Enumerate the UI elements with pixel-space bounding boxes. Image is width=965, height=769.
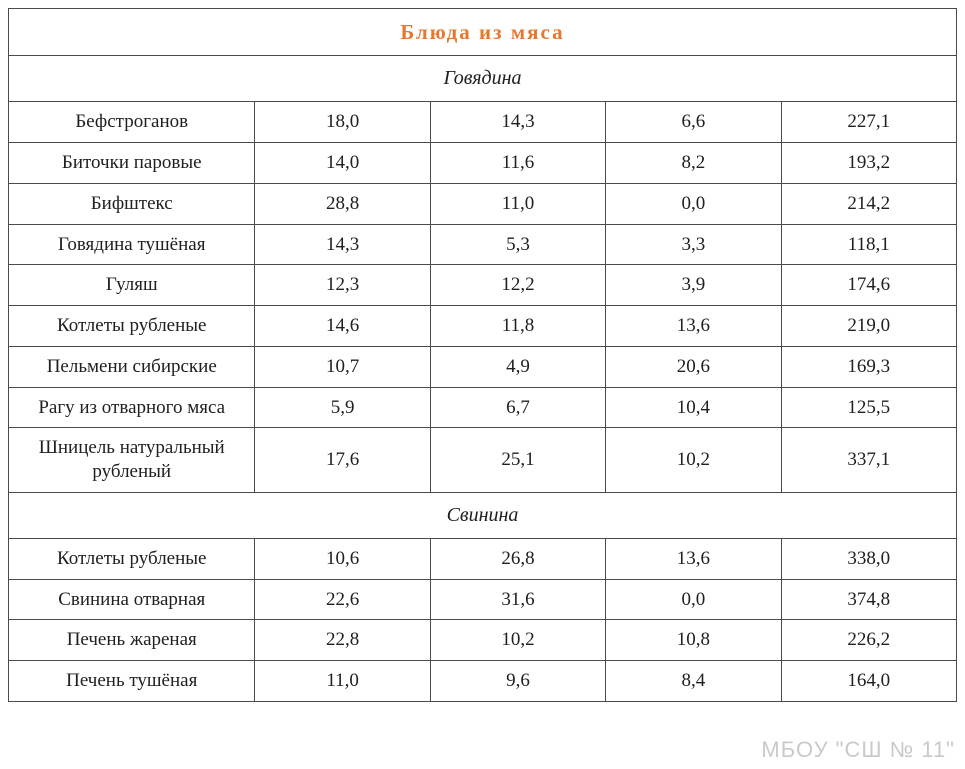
value-cell: 13,6 [606,306,781,347]
table-row: Печень жареная22,810,210,8226,2 [9,620,957,661]
value-cell: 0,0 [606,183,781,224]
table-row: Биточки паровые14,011,68,2193,2 [9,143,957,184]
value-cell: 12,3 [255,265,430,306]
table-row: Бефстроганов18,014,36,6227,1 [9,102,957,143]
table-row: Бифштекс28,811,00,0214,2 [9,183,957,224]
dish-name-cell: Бифштекс [9,183,255,224]
value-cell: 26,8 [430,538,605,579]
value-cell: 20,6 [606,346,781,387]
value-cell: 4,9 [430,346,605,387]
table-row: Говядина тушёная14,35,33,3118,1 [9,224,957,265]
value-cell: 174,6 [781,265,956,306]
table-body: Блюда из мяса ГовядинаБефстроганов18,014… [9,9,957,702]
dish-name-cell: Пельмени сибирские [9,346,255,387]
table-main-title: Блюда из мяса [9,9,957,56]
dish-name-cell: Печень жареная [9,620,255,661]
nutrition-table: Блюда из мяса ГовядинаБефстроганов18,014… [8,8,957,702]
value-cell: 11,0 [430,183,605,224]
value-cell: 11,0 [255,661,430,702]
table-section-title-row: Говядина [9,56,957,102]
value-cell: 11,8 [430,306,605,347]
value-cell: 6,7 [430,387,605,428]
value-cell: 8,4 [606,661,781,702]
value-cell: 3,3 [606,224,781,265]
value-cell: 338,0 [781,538,956,579]
value-cell: 13,6 [606,538,781,579]
value-cell: 10,6 [255,538,430,579]
table-row: Котлеты рубленые10,626,813,6338,0 [9,538,957,579]
value-cell: 14,3 [255,224,430,265]
value-cell: 337,1 [781,428,956,493]
value-cell: 214,2 [781,183,956,224]
dish-name-cell: Котлеты рубленые [9,306,255,347]
table-row: Печень тушёная11,09,68,4164,0 [9,661,957,702]
value-cell: 227,1 [781,102,956,143]
value-cell: 17,6 [255,428,430,493]
value-cell: 8,2 [606,143,781,184]
value-cell: 9,6 [430,661,605,702]
value-cell: 10,2 [606,428,781,493]
value-cell: 3,9 [606,265,781,306]
value-cell: 31,6 [430,579,605,620]
table-section-title: Свинина [9,492,957,538]
table-main-title-row: Блюда из мяса [9,9,957,56]
value-cell: 164,0 [781,661,956,702]
value-cell: 28,8 [255,183,430,224]
value-cell: 10,4 [606,387,781,428]
value-cell: 10,7 [255,346,430,387]
value-cell: 12,2 [430,265,605,306]
value-cell: 14,6 [255,306,430,347]
dish-name-cell: Печень тушёная [9,661,255,702]
value-cell: 10,8 [606,620,781,661]
value-cell: 18,0 [255,102,430,143]
table-row: Котлеты рубленые14,611,813,6219,0 [9,306,957,347]
value-cell: 5,3 [430,224,605,265]
value-cell: 193,2 [781,143,956,184]
value-cell: 14,3 [430,102,605,143]
table-row: Гуляш12,312,23,9174,6 [9,265,957,306]
value-cell: 10,2 [430,620,605,661]
value-cell: 219,0 [781,306,956,347]
dish-name-cell: Свинина отварная [9,579,255,620]
table-section-title: Говядина [9,56,957,102]
watermark-text: МБОУ "СШ № 11" [761,737,955,763]
value-cell: 118,1 [781,224,956,265]
value-cell: 374,8 [781,579,956,620]
dish-name-cell: Котлеты рубленые [9,538,255,579]
table-row: Пельмени сибирские10,74,920,6169,3 [9,346,957,387]
value-cell: 11,6 [430,143,605,184]
dish-name-cell: Шницель натуральный рубленый [9,428,255,493]
dish-name-cell: Гуляш [9,265,255,306]
table-row: Рагу из отварного мяса5,96,710,4125,5 [9,387,957,428]
table-row: Свинина отварная22,631,60,0374,8 [9,579,957,620]
table-row: Шницель натуральный рубленый17,625,110,2… [9,428,957,493]
dish-name-cell: Бефстроганов [9,102,255,143]
dish-name-cell: Биточки паровые [9,143,255,184]
value-cell: 14,0 [255,143,430,184]
value-cell: 226,2 [781,620,956,661]
value-cell: 6,6 [606,102,781,143]
value-cell: 22,6 [255,579,430,620]
value-cell: 22,8 [255,620,430,661]
value-cell: 0,0 [606,579,781,620]
value-cell: 169,3 [781,346,956,387]
dish-name-cell: Говядина тушёная [9,224,255,265]
value-cell: 125,5 [781,387,956,428]
table-section-title-row: Свинина [9,492,957,538]
value-cell: 25,1 [430,428,605,493]
value-cell: 5,9 [255,387,430,428]
dish-name-cell: Рагу из отварного мяса [9,387,255,428]
